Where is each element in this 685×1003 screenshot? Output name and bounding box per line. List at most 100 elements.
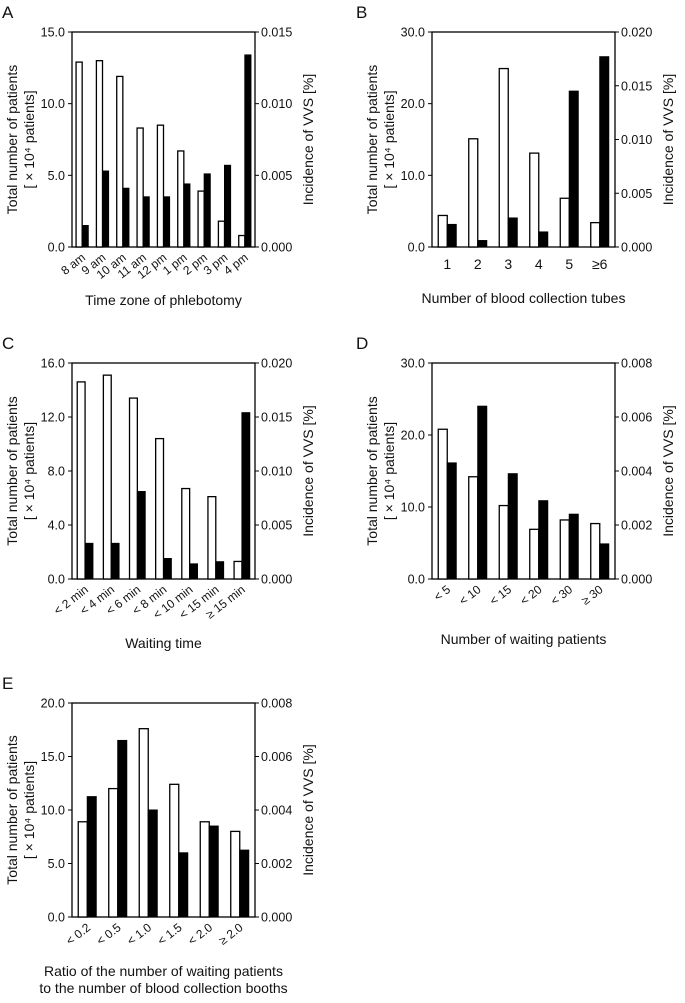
right-axis-tick-label: 0.020 <box>621 26 652 40</box>
panel-c: C 0.0 4.0 8.0 12.0 16.0 0.000 0.005 0.010 0.015 0.… <box>2 334 316 651</box>
plot-frame <box>431 362 616 580</box>
bar-vvs-incidence <box>122 187 130 248</box>
right-axis-tick-label: 0.002 <box>621 519 652 533</box>
panel-e: E 0.0 5.0 10.0 15.0 20.0 0.000 0.002 0.004 0.006 0… <box>2 674 316 996</box>
left-axis-tick-label: 16.0 <box>41 357 65 371</box>
panel-letter: E <box>2 674 13 693</box>
category-label: < 15 <box>487 582 515 608</box>
right-axis-title: Incidence of VVS [%] <box>300 74 316 206</box>
bar-vvs-incidence <box>224 164 232 248</box>
left-axis-unit: [ × 10⁴ patients] <box>21 422 37 520</box>
right-axis-tick-label: 0.000 <box>621 573 652 587</box>
left-axis-tick-label: 15.0 <box>41 750 65 764</box>
right-axis-tick-label: 0.000 <box>621 241 652 255</box>
bar-vvs-incidence <box>538 500 549 580</box>
bar-total-patients <box>77 821 88 918</box>
bar-vvs-incidence <box>477 240 488 248</box>
left-axis-title: Total number of patients <box>4 65 20 214</box>
x-axis-title: Time zone of phlebotomy <box>85 292 242 308</box>
right-axis-tick-label: 0.000 <box>261 911 292 925</box>
panel-letter: A <box>2 3 14 22</box>
bar-total-patients <box>590 221 601 248</box>
bar-total-patients <box>529 152 540 248</box>
bar-vvs-incidence <box>102 170 110 248</box>
bar-vvs-incidence <box>84 542 94 580</box>
left-axis-tick-label: 20.0 <box>41 697 65 711</box>
bar-total-patients <box>199 821 210 918</box>
x-axis-title: Waiting time <box>125 635 202 651</box>
bar-vvs-incidence <box>241 412 251 580</box>
left-axis-unit: [ × 10⁴ patients] <box>381 90 397 188</box>
left-axis-tick-label: 5.0 <box>48 857 65 871</box>
bar-total-patients <box>95 60 104 248</box>
right-axis-title: Incidence of VVS [%] <box>300 744 316 876</box>
x-axis-title: to the number of blood collection booths <box>39 980 287 996</box>
right-axis-tick-label: 0.006 <box>261 750 292 764</box>
category-label: 4 pm <box>221 250 251 277</box>
bar-total-patients <box>468 138 479 248</box>
bar-total-patients <box>136 127 144 248</box>
left-axis-tick-label: 0.0 <box>48 241 65 255</box>
bar-vvs-incidence <box>568 90 579 248</box>
category-label: < 30 <box>548 582 576 608</box>
panel-d: D 0.0 10.0 20.0 30.0 0.000 0.002 0.004 0.006 0.00… <box>356 334 676 647</box>
right-axis-tick-label: 0.005 <box>261 519 292 533</box>
category-label: < 10 <box>456 582 484 608</box>
left-axis-title: Total number of patients <box>4 396 20 545</box>
category-label: 1 <box>443 256 451 272</box>
category-label: ≥6 <box>592 256 608 272</box>
bar-total-patients <box>498 67 509 248</box>
bar-total-patients <box>156 124 165 248</box>
bar-total-patients <box>75 61 83 248</box>
bar-total-patients <box>498 504 509 580</box>
bar-vvs-incidence <box>446 462 457 580</box>
category-label: ≥ 30 <box>579 582 606 608</box>
left-axis-title: Total number of patients <box>364 65 380 214</box>
category-label: < 1.0 <box>124 920 154 948</box>
category-label: ≥ 2.0 <box>216 920 246 948</box>
right-axis-tick-label: 0.005 <box>621 187 652 201</box>
right-axis-tick-label: 0.004 <box>621 465 652 479</box>
bar-total-patients <box>169 783 180 918</box>
category-label: 4 <box>535 256 543 272</box>
right-axis-tick-label: 0.000 <box>261 241 292 255</box>
right-axis-tick-label: 0.010 <box>261 465 292 479</box>
category-label: 3 <box>504 256 512 272</box>
left-axis-tick-label: 10.0 <box>41 97 65 111</box>
left-axis-tick-label: 20.0 <box>401 429 425 443</box>
bar-vvs-incidence <box>203 173 211 248</box>
bar-vvs-incidence <box>568 513 579 580</box>
right-axis-title: Incidence of VVS [%] <box>660 405 676 537</box>
bar-total-patients <box>437 428 448 580</box>
bar-total-patients <box>138 728 149 918</box>
bar-total-patients <box>102 374 112 580</box>
left-axis-tick-label: 0.0 <box>48 573 65 587</box>
left-axis-tick-label: 12.0 <box>41 411 65 425</box>
bar-total-patients <box>207 495 217 580</box>
right-axis-tick-label: 0.015 <box>621 79 652 93</box>
x-axis-title: Number of blood collection tubes <box>422 290 626 306</box>
bar-vvs-incidence <box>208 825 219 918</box>
left-axis-tick-label: 10.0 <box>401 501 425 515</box>
right-axis-tick-label: 0.010 <box>261 97 292 111</box>
category-label: 2 <box>474 256 482 272</box>
bar-vvs-incidence <box>215 561 225 580</box>
right-axis-tick-label: 0.015 <box>261 411 292 425</box>
left-axis-unit: [ × 10⁴ patients] <box>21 90 37 188</box>
bar-total-patients <box>116 75 124 248</box>
bar-vvs-incidence <box>507 473 518 580</box>
left-axis-tick-label: 0.0 <box>408 241 425 255</box>
bar-total-patients <box>559 197 570 248</box>
category-label: < 5 <box>431 582 453 604</box>
bar-vvs-incidence <box>446 223 457 248</box>
bar-total-patients <box>197 190 205 248</box>
bar-vvs-incidence <box>147 809 158 918</box>
left-axis-tick-label: 15.0 <box>41 26 65 40</box>
right-axis-title: Incidence of VVS [%] <box>660 74 676 206</box>
right-axis-tick-label: 0.002 <box>261 857 292 871</box>
plot-frame <box>431 31 616 248</box>
left-axis-title: Total number of patients <box>4 735 20 884</box>
bar-vvs-incidence <box>86 796 97 918</box>
category-label: < 2.0 <box>185 920 215 948</box>
